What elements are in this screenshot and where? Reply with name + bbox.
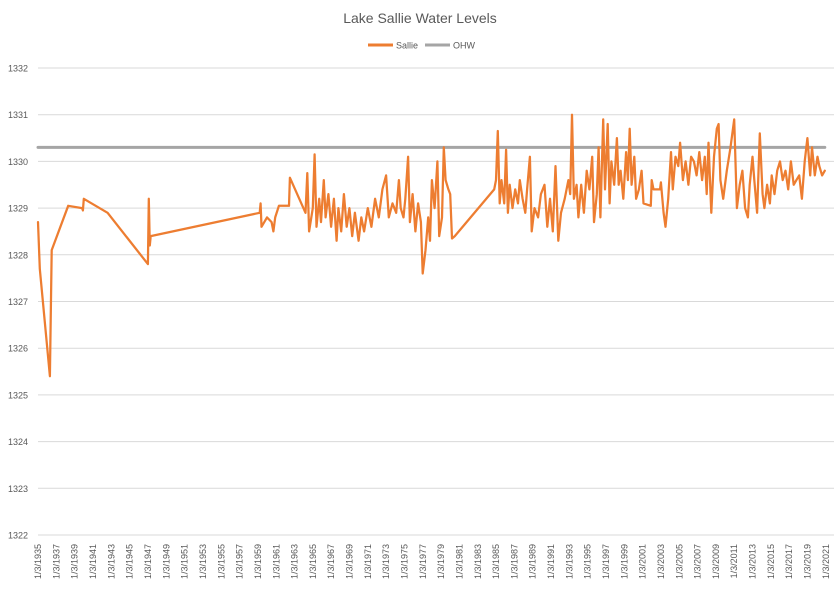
y-tick-label: 1325	[8, 390, 28, 400]
gridlines	[38, 67, 834, 536]
x-tick-label: 1/3/2017	[784, 544, 794, 579]
y-tick-label: 1322	[8, 531, 28, 541]
y-tick-label: 1332	[8, 64, 28, 74]
x-tick-label: 1/3/1971	[363, 544, 373, 579]
x-tick-label: 1/3/1979	[436, 544, 446, 579]
x-axis: 1/3/1935 1/3/1937 1/3/1939 1/3/1941 1/3/1943…	[33, 544, 831, 579]
x-tick-label: 1/3/1951	[180, 544, 190, 579]
x-tick-label: 1/3/1977	[418, 544, 428, 579]
x-tick-label: 1/3/1983	[473, 544, 483, 579]
x-tick-label: 1/3/1935	[33, 544, 43, 579]
legend: Sallie OHW	[368, 41, 476, 51]
x-tick-label: 1/3/1997	[601, 544, 611, 579]
y-tick-label: 1329	[8, 204, 28, 214]
x-tick-label: 1/3/2009	[711, 544, 721, 579]
legend-label-ohw: OHW	[453, 41, 476, 51]
x-tick-label: 1/3/1957	[235, 544, 245, 579]
x-tick-label: 1/3/1947	[143, 544, 153, 579]
x-tick-label: 1/3/1991	[546, 544, 556, 579]
chart-title: Lake Sallie Water Levels	[343, 10, 497, 26]
x-tick-label: 1/3/1993	[564, 544, 574, 579]
x-tick-label: 1/3/1945	[125, 544, 135, 579]
y-tick-label: 1328	[8, 250, 28, 260]
x-tick-label: 1/3/1941	[88, 544, 98, 579]
x-tick-label: 1/3/1981	[454, 544, 464, 579]
x-tick-label: 1/3/2001	[638, 544, 648, 579]
y-tick-label: 1327	[8, 297, 28, 307]
x-tick-label: 1/3/1961	[271, 544, 281, 579]
x-tick-label: 1/3/1949	[161, 544, 171, 579]
x-tick-label: 1/3/2019	[803, 544, 813, 579]
x-tick-label: 1/3/1953	[198, 544, 208, 579]
x-tick-label: 1/3/2021	[821, 544, 831, 579]
x-tick-label: 1/3/1959	[253, 544, 263, 579]
x-tick-label: 1/3/1967	[326, 544, 336, 579]
x-tick-label: 1/3/1973	[381, 544, 391, 579]
y-axis: 1322 1323 1324 1325 1326 1327 1328 1329 1330 1331…	[8, 64, 28, 541]
x-tick-label: 1/3/1987	[509, 544, 519, 579]
y-tick-label: 1324	[8, 437, 28, 447]
x-tick-label: 1/3/1989	[528, 544, 538, 579]
x-tick-label: 1/3/1985	[491, 544, 501, 579]
x-tick-label: 1/3/1969	[345, 544, 355, 579]
x-tick-label: 1/3/1995	[583, 544, 593, 579]
x-tick-label: 1/3/2003	[656, 544, 666, 579]
legend-label-sallie: Sallie	[396, 41, 418, 51]
x-tick-label: 1/3/1937	[51, 544, 61, 579]
series-layer	[36, 113, 827, 378]
x-tick-label: 1/3/2011	[729, 544, 739, 578]
x-tick-label: 1/3/1943	[106, 544, 116, 579]
y-tick-label: 1330	[8, 157, 28, 167]
y-tick-label: 1331	[8, 110, 28, 120]
x-tick-label: 1/3/2013	[748, 544, 758, 579]
series-line-sallie	[36, 113, 826, 378]
x-tick-label: 1/3/1965	[308, 544, 318, 579]
y-tick-label: 1323	[8, 484, 28, 494]
x-tick-label: 1/3/1939	[70, 544, 80, 579]
x-tick-label: 1/3/2007	[693, 544, 703, 579]
x-tick-label: 1/3/1963	[290, 544, 300, 579]
y-tick-label: 1326	[8, 344, 28, 354]
x-tick-label: 1/3/2005	[674, 544, 684, 579]
x-tick-label: 1/3/1955	[216, 544, 226, 579]
x-tick-label: 1/3/1999	[619, 544, 629, 579]
x-tick-label: 1/3/2015	[766, 544, 776, 579]
x-tick-label: 1/3/1975	[399, 544, 409, 579]
